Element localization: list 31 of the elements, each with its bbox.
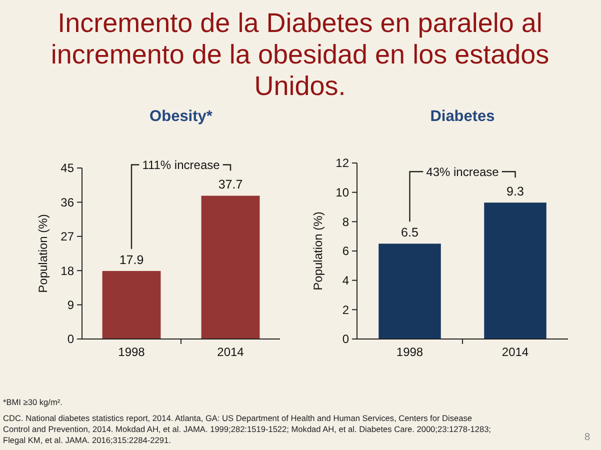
chart-title: Obesity*	[150, 108, 214, 125]
x-tick-label: 2014	[217, 345, 244, 359]
y-tick-label: 0	[67, 332, 74, 346]
y-tick-label: 0	[342, 332, 350, 346]
y-tick-label: 45	[60, 161, 74, 176]
y-tick-label: 36	[60, 195, 74, 210]
y-tick-label: 6	[342, 244, 350, 258]
y-tick-label: 9	[67, 298, 74, 312]
text: *BMI ≥30 kg/m².	[3, 397, 62, 407]
y-tick-label: 4	[342, 274, 350, 288]
text: 8	[584, 432, 590, 443]
text: CDC. National diabetes statistics report, 2014. Atlanta, GA: US Department of Health and Human Services, Centers for Disease Control and Prevention, 2014. Mokdad AH, et al. JAMA. 1999;282:1519-1522; Mokdad AH, et al. Diabetes Care. 2000;23:1278-1283; Flegal KM, et al. JAMA. 2016;315:2284-2291.	[3, 413, 491, 445]
annotation: 43% increase	[426, 164, 500, 179]
data-label: 37.7	[218, 178, 243, 192]
data-label: 17.9	[119, 252, 144, 267]
y-tick-label: 18	[60, 264, 74, 278]
data-label: 9.3	[506, 184, 524, 199]
x-tick-label: 1998	[396, 345, 424, 359]
y-tick-label: 8	[342, 214, 350, 229]
y-axis-title: Population (%)	[311, 212, 325, 290]
x-tick-label: 2014	[502, 345, 529, 359]
chart-title: Diabetes	[430, 108, 495, 125]
annotation: 111% increase	[142, 158, 220, 172]
y-tick-label: 12	[336, 156, 350, 170]
data-label: 6.5	[401, 226, 418, 240]
text: Incremento de la Diabetes en paralelo al incremento de la obesidad en los estados Unidos.	[50, 8, 550, 101]
y-tick-label: 10	[336, 186, 350, 200]
y-tick-label: 2	[342, 302, 350, 317]
y-tick-label: 27	[60, 230, 74, 244]
y-axis-title: Population (%)	[36, 214, 50, 293]
x-tick-label: 1998	[118, 345, 146, 359]
